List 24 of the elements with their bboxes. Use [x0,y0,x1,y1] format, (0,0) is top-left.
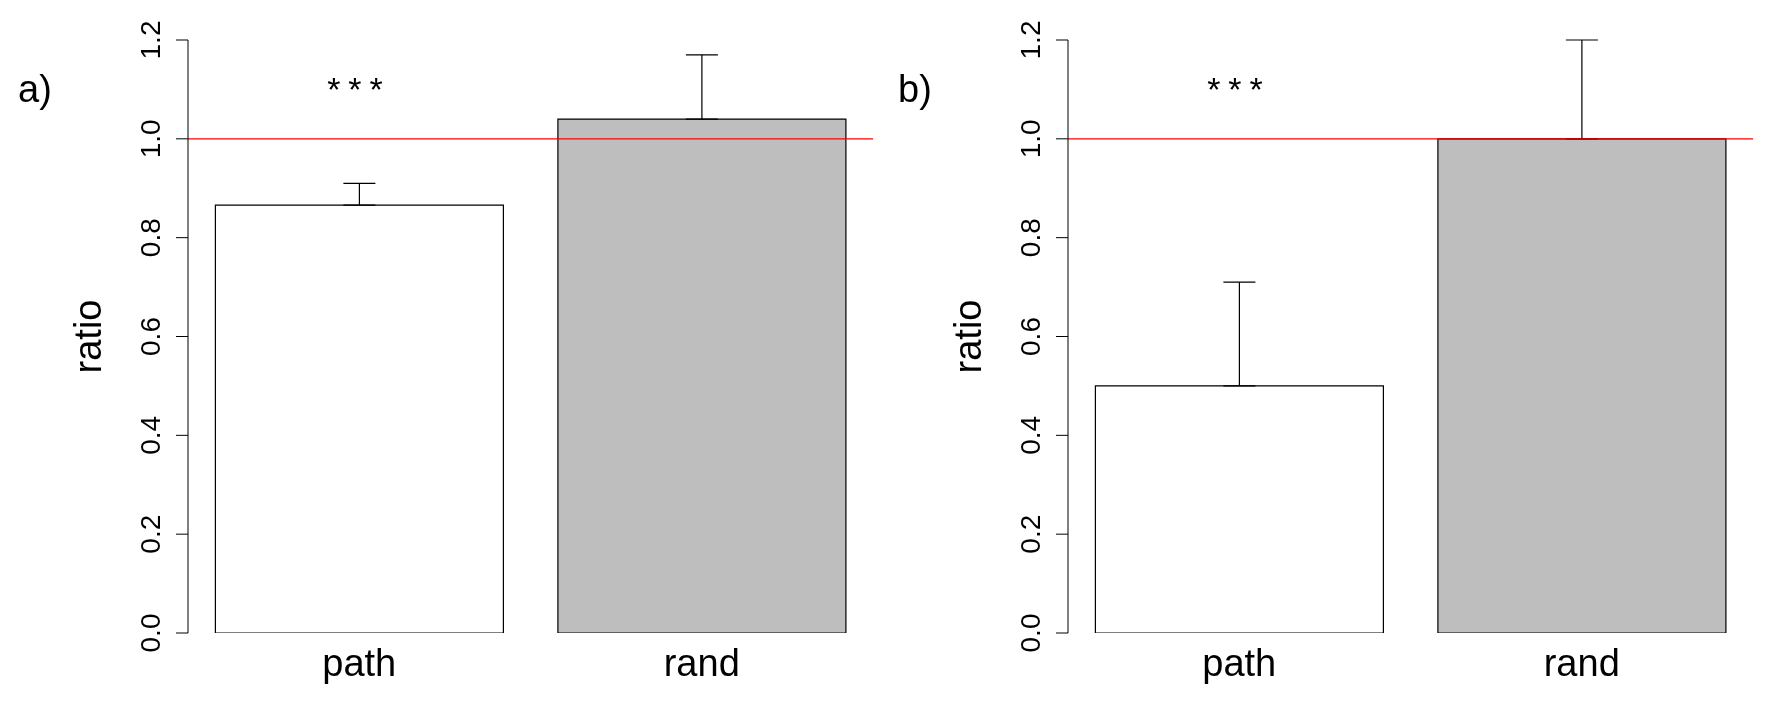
annotation: *** [1206,70,1272,109]
y-tick-label: 0.2 [135,514,166,554]
x-tick-label: rand [663,641,740,684]
y-tick-label: 1.0 [135,119,166,159]
y-tick-label: 0.2 [1015,514,1046,554]
y-tick-label: 0.4 [1015,415,1046,455]
text: b) [898,68,932,111]
y-tick-label: 0.6 [135,317,166,356]
y-tick-label: 1.2 [135,20,166,60]
annotation: *** [326,70,392,109]
y-tick-label: 1.0 [1015,119,1046,159]
x-tick-label: path [322,641,397,684]
text: a) [18,68,52,111]
y-axis-title: ratio [947,299,990,374]
x-tick-label: path [1202,641,1277,684]
y-tick-label: 0.6 [1015,317,1046,356]
y-tick-label: 0.8 [1015,218,1046,258]
y-tick-label: 0.0 [135,613,166,653]
y-tick-label: 0.4 [135,415,166,455]
x-tick-label: rand [1543,641,1620,684]
y-tick-label: 1.2 [1015,20,1046,60]
y-tick-label: 0.8 [135,218,166,258]
y-tick-label: 0.0 [1015,613,1046,653]
y-axis-title: ratio [67,299,110,374]
